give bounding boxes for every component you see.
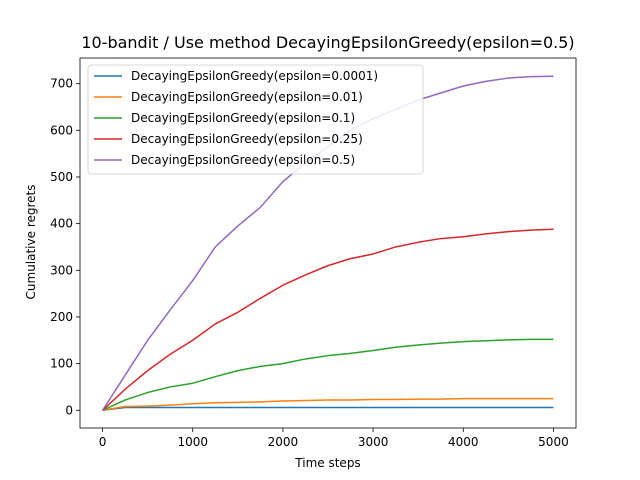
x-tick-label-4: 4000: [448, 435, 479, 449]
x-tick-label-5: 5000: [538, 435, 569, 449]
x-axis-label: Time steps: [294, 456, 360, 470]
y-tick-label-0: 0: [65, 403, 73, 417]
legend-label-2: DecayingEpsilonGreedy(epsilon=0.1): [131, 111, 355, 125]
y-axis-label: Cumulative regrets: [24, 185, 38, 300]
y-tick-label-6: 600: [50, 123, 73, 137]
plot-area: 0 1000 2000 3000 4000 5000 0 100 200 300 400 500 600…: [50, 57, 577, 449]
axes-frame: [79, 57, 577, 429]
series-line-1: [102, 397, 554, 412]
y-tick-label-2: 200: [50, 310, 73, 324]
legend-label-1: DecayingEpsilonGreedy(epsilon=0.01): [131, 90, 363, 104]
series-line-0: [102, 406, 554, 412]
series-line-2: [102, 338, 554, 411]
y-tick-label-7: 700: [50, 77, 73, 91]
legend-label-4: DecayingEpsilonGreedy(epsilon=0.5): [131, 153, 355, 167]
legend-label-0: DecayingEpsilonGreedy(epsilon=0.0001): [131, 69, 378, 83]
x-tick-label-1: 1000: [177, 435, 208, 449]
x-tick-label-0: 0: [99, 435, 107, 449]
series-line-3: [102, 228, 554, 411]
chart-title: 10-bandit / Use method DecayingEpsilonGr…: [81, 33, 574, 52]
legend-label-3: DecayingEpsilonGreedy(epsilon=0.25): [131, 132, 363, 146]
legend-box: [87, 64, 424, 175]
y-tick-label-5: 500: [50, 170, 73, 184]
y-tick-label-1: 100: [50, 357, 73, 371]
y-tick-label-4: 400: [50, 217, 73, 231]
x-tick-label-3: 3000: [358, 435, 389, 449]
legend: DecayingEpsilonGreedy(epsilon=0.0001) Dec…: [87, 64, 424, 175]
x-tick-label-2: 2000: [268, 435, 299, 449]
y-tick-label-3: 300: [50, 263, 73, 277]
